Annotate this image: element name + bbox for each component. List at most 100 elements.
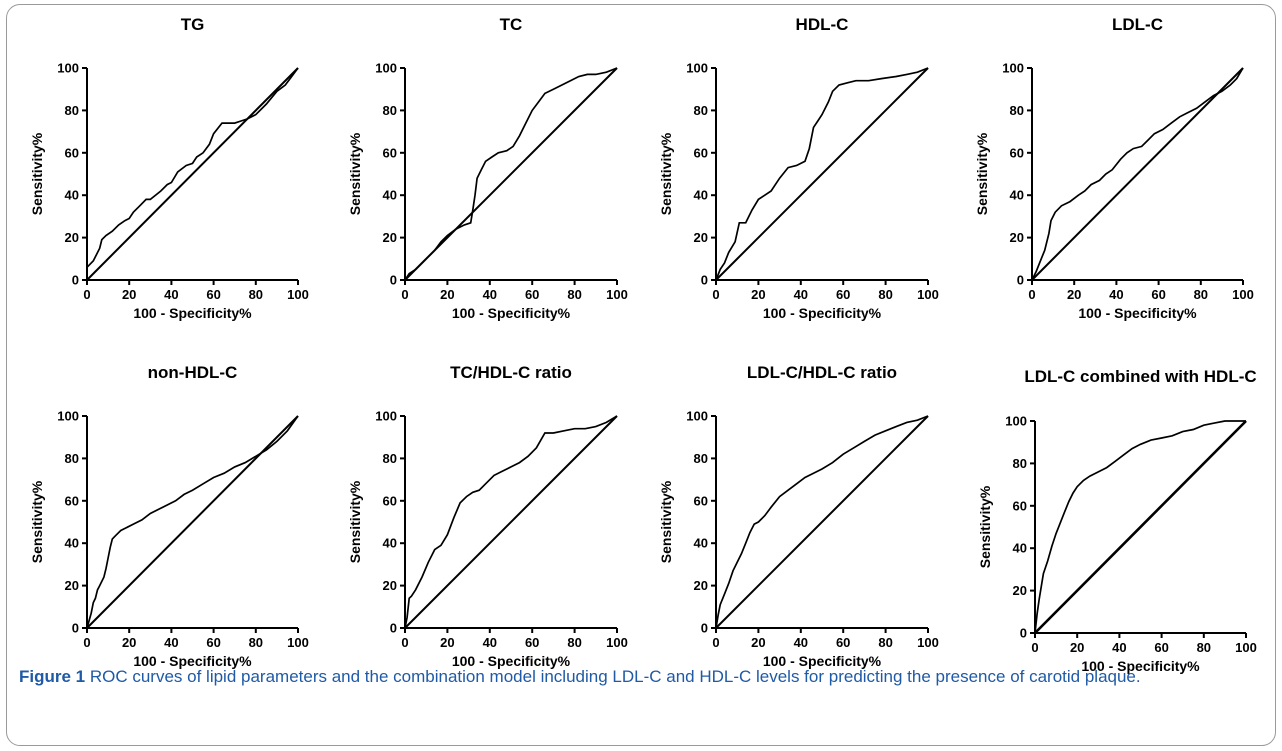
y-tick-label: 20 — [65, 578, 79, 593]
x-tick-label: 40 — [164, 287, 178, 302]
chart-title: non-HDL-C — [148, 363, 238, 382]
x-tick-label: 20 — [440, 287, 454, 302]
reference-diagonal-line — [1034, 420, 1247, 634]
y-tick-label: 40 — [694, 536, 708, 551]
y-tick-label: 100 — [1002, 61, 1024, 76]
reference-diagonal-line — [404, 415, 618, 629]
y-axis-label: Sensitivity% — [347, 132, 363, 215]
roc-curve-line — [715, 415, 929, 629]
y-axis-label: Sensitivity% — [658, 480, 674, 563]
y-tick-label: 80 — [1010, 103, 1024, 118]
x-tick-label: 40 — [794, 287, 808, 302]
chart-title: TC/HDL-C ratio — [450, 363, 572, 382]
roc-curve-line — [1034, 420, 1246, 634]
chart-title: LDL-C — [1112, 15, 1163, 34]
x-axis-label: 100 - Specificity% — [452, 305, 571, 321]
x-tick-label: 100 — [917, 635, 939, 650]
x-tick-label: 40 — [794, 635, 808, 650]
x-tick-label: 40 — [1112, 640, 1126, 655]
x-tick-label: 100 — [287, 287, 309, 302]
reference-diagonal-line — [715, 415, 929, 629]
chart-title: TC — [500, 15, 523, 34]
roc-curve-line — [86, 67, 299, 280]
x-tick-label: 0 — [1031, 640, 1038, 655]
y-tick-label: 100 — [57, 409, 79, 424]
y-tick-label: 20 — [694, 230, 708, 245]
x-tick-label: 80 — [1194, 287, 1208, 302]
x-tick-label: 80 — [1197, 640, 1211, 655]
x-tick-label: 80 — [567, 635, 581, 650]
roc-curve-line — [1031, 67, 1244, 281]
y-tick-label: 20 — [1013, 583, 1027, 598]
y-axis-label: Sensitivity% — [29, 480, 45, 563]
x-axis-label: 100 - Specificity% — [1078, 305, 1197, 321]
figure-caption: Figure 1 ROC curves of lipid parameters … — [19, 664, 1259, 689]
figure-caption-label: Figure 1 — [19, 667, 86, 686]
chart-title: HDL-C — [796, 15, 849, 34]
x-tick-label: 80 — [249, 635, 263, 650]
y-tick-label: 40 — [694, 188, 708, 203]
x-axis-label: 100 - Specificity% — [133, 653, 252, 669]
y-tick-label: 20 — [383, 578, 397, 593]
y-axis-label: Sensitivity% — [658, 132, 674, 215]
x-tick-label: 100 — [917, 287, 939, 302]
x-tick-label: 40 — [1109, 287, 1123, 302]
x-tick-label: 20 — [751, 287, 765, 302]
roc-panel-2: TC 0 20 40 60 80 100 0 20 40 60 80 100 100 - Specific… — [347, 15, 628, 321]
x-tick-label: 40 — [164, 635, 178, 650]
figure-caption-text: ROC curves of lipid parameters and the c… — [85, 667, 1141, 686]
reference-diagonal-line — [715, 67, 929, 281]
x-tick-label: 80 — [249, 287, 263, 302]
y-tick-label: 60 — [694, 145, 708, 160]
x-tick-label: 60 — [525, 287, 539, 302]
x-tick-label: 40 — [483, 635, 497, 650]
y-tick-label: 100 — [57, 61, 79, 76]
x-tick-label: 100 — [287, 635, 309, 650]
y-axis-label: Sensitivity% — [977, 485, 993, 568]
reference-diagonal-line — [86, 415, 299, 629]
x-tick-label: 60 — [1151, 287, 1165, 302]
x-tick-label: 20 — [1067, 287, 1081, 302]
roc-panel-3: HDL-C 0 20 40 60 80 100 0 20 40 60 80 100 100 - Speci… — [658, 15, 939, 321]
y-axis-label: Sensitivity% — [347, 480, 363, 563]
roc-curve-line — [86, 415, 299, 629]
roc-curve-line — [404, 415, 618, 629]
y-tick-label: 100 — [1005, 414, 1027, 429]
chart-title: TG — [181, 15, 205, 34]
x-tick-label: 0 — [83, 287, 90, 302]
x-tick-label: 20 — [1070, 640, 1084, 655]
y-tick-label: 60 — [383, 493, 397, 508]
x-tick-label: 100 — [606, 287, 628, 302]
y-tick-label: 80 — [694, 451, 708, 466]
x-axis-label: 100 - Specificity% — [133, 305, 252, 321]
y-tick-label: 0 — [1017, 273, 1024, 288]
x-tick-label: 80 — [878, 635, 892, 650]
y-tick-label: 40 — [65, 536, 79, 551]
chart-title: LDL-C combined with HDL-C — [1024, 367, 1256, 386]
x-tick-label: 20 — [122, 287, 136, 302]
x-tick-label: 0 — [712, 635, 719, 650]
x-tick-label: 20 — [751, 635, 765, 650]
y-tick-label: 40 — [1010, 188, 1024, 203]
roc-panel-6: TC/HDL-C ratio 0 20 40 60 80 100 0 20 40 60 80 100 10… — [347, 363, 628, 669]
y-tick-label: 0 — [701, 621, 708, 636]
y-tick-label: 80 — [1013, 456, 1027, 471]
x-tick-label: 80 — [878, 287, 892, 302]
roc-panel-4: LDL-C 0 20 40 60 80 100 0 20 40 60 80 100 100 - Speci… — [974, 15, 1254, 321]
y-tick-label: 100 — [375, 409, 397, 424]
y-tick-label: 100 — [686, 61, 708, 76]
x-tick-label: 60 — [525, 635, 539, 650]
y-tick-label: 0 — [701, 273, 708, 288]
y-tick-label: 40 — [65, 188, 79, 203]
y-tick-label: 60 — [1010, 145, 1024, 160]
roc-panel-8: LDL-C combined with HDL-C 0 20 40 60 80 100 0 20… — [977, 367, 1257, 674]
x-tick-label: 0 — [401, 287, 408, 302]
x-tick-label: 100 — [1235, 640, 1257, 655]
x-tick-label: 20 — [440, 635, 454, 650]
y-tick-label: 80 — [383, 451, 397, 466]
x-axis-label: 100 - Specificity% — [452, 653, 571, 669]
y-tick-label: 20 — [65, 230, 79, 245]
x-tick-label: 60 — [836, 287, 850, 302]
y-tick-label: 20 — [1010, 230, 1024, 245]
